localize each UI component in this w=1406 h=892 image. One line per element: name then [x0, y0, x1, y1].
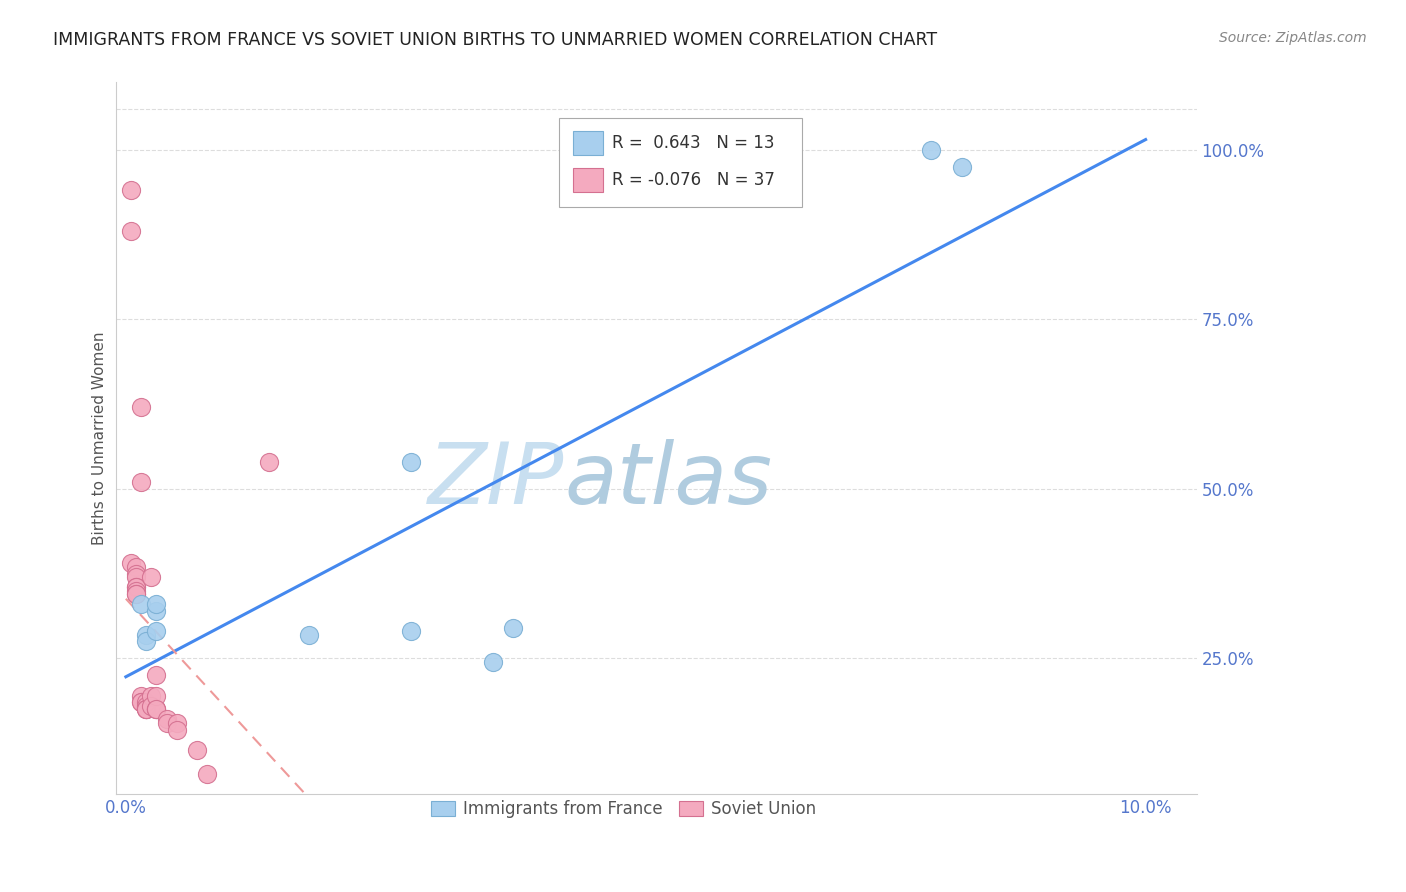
Text: IMMIGRANTS FROM FRANCE VS SOVIET UNION BIRTHS TO UNMARRIED WOMEN CORRELATION CHA: IMMIGRANTS FROM FRANCE VS SOVIET UNION B…	[53, 31, 938, 49]
Point	[129, 475, 152, 489]
Point	[482, 655, 505, 669]
Point	[141, 570, 163, 584]
Text: R =  0.643   N = 13: R = 0.643 N = 13	[612, 134, 775, 153]
Point	[920, 143, 942, 157]
Point	[125, 566, 148, 581]
Point	[125, 570, 148, 584]
Point	[145, 702, 167, 716]
Point	[120, 224, 142, 238]
Point	[135, 696, 157, 710]
Point	[298, 627, 321, 641]
Point	[120, 557, 142, 571]
Point	[145, 702, 167, 716]
Point	[145, 668, 167, 682]
Point	[129, 696, 152, 710]
Point	[166, 715, 188, 730]
Text: ZIP: ZIP	[427, 439, 564, 522]
FancyBboxPatch shape	[572, 131, 603, 155]
Point	[135, 702, 157, 716]
Point	[125, 583, 148, 598]
Point	[145, 689, 167, 703]
Point	[129, 689, 152, 703]
Point	[197, 766, 219, 780]
Y-axis label: Births to Unmarried Women: Births to Unmarried Women	[93, 331, 107, 545]
Point	[141, 698, 163, 713]
Point	[125, 587, 148, 601]
Point	[156, 713, 179, 727]
Text: Source: ZipAtlas.com: Source: ZipAtlas.com	[1219, 31, 1367, 45]
Point	[135, 634, 157, 648]
Point	[135, 702, 157, 716]
Text: R = -0.076   N = 37: R = -0.076 N = 37	[612, 171, 775, 189]
Text: atlas: atlas	[564, 439, 772, 522]
Point	[502, 621, 524, 635]
Point	[135, 627, 157, 641]
Point	[257, 455, 280, 469]
Point	[141, 689, 163, 703]
Point	[401, 624, 423, 639]
Legend: Immigrants from France, Soviet Union: Immigrants from France, Soviet Union	[425, 794, 823, 825]
Point	[120, 183, 142, 197]
Point	[401, 455, 423, 469]
Point	[135, 702, 157, 716]
Point	[145, 597, 167, 611]
Point	[156, 715, 179, 730]
Point	[129, 597, 152, 611]
Point	[125, 580, 148, 594]
Point	[125, 559, 148, 574]
FancyBboxPatch shape	[558, 118, 801, 207]
Point	[950, 160, 973, 174]
Point	[129, 401, 152, 415]
Point	[129, 696, 152, 710]
Point	[145, 702, 167, 716]
Point	[135, 702, 157, 716]
Point	[166, 723, 188, 737]
FancyBboxPatch shape	[572, 168, 603, 193]
Point	[125, 587, 148, 601]
Point	[145, 624, 167, 639]
Point	[135, 698, 157, 713]
Point	[125, 580, 148, 594]
Point	[186, 743, 208, 757]
Point	[145, 604, 167, 618]
